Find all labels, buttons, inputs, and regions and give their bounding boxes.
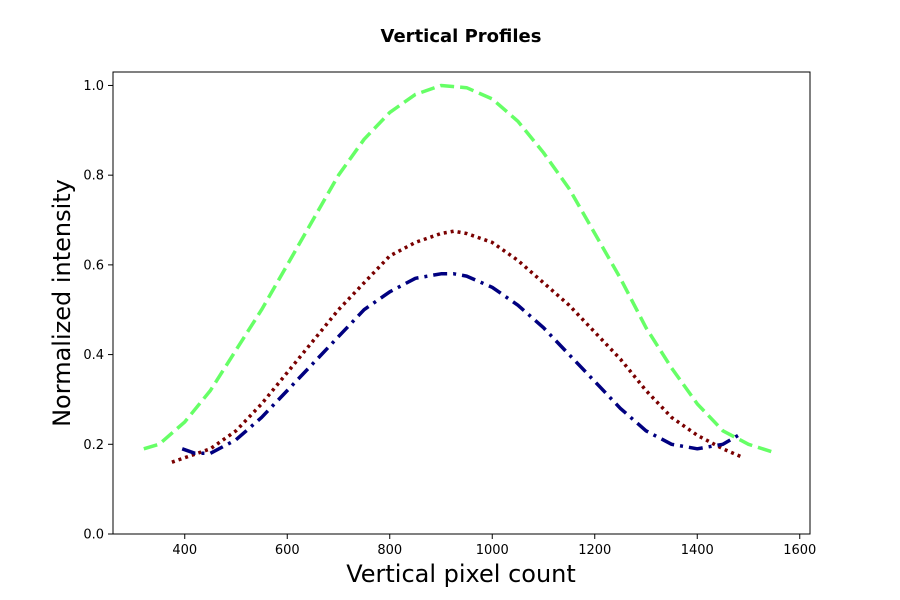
plot-area <box>143 83 778 464</box>
x-tick-label: 1000 <box>476 543 509 558</box>
y-tick-label: 0.6 <box>83 258 104 273</box>
x-tick-label: 800 <box>377 543 402 558</box>
axes-frame <box>112 71 811 535</box>
y-tick-label: 0.8 <box>83 169 104 184</box>
series-line-3 <box>181 272 740 456</box>
chart-title: Vertical Profiles <box>381 26 542 47</box>
x-tick-label: 1200 <box>578 543 611 558</box>
x-axis-label: Vertical pixel count <box>346 560 576 588</box>
y-tick-label: 0.2 <box>83 438 104 453</box>
y-tick-label: 0.0 <box>83 528 104 543</box>
series-line-1 <box>143 83 778 455</box>
y-tick-label: 0.4 <box>83 348 104 363</box>
y-tick-label: 1.0 <box>83 79 104 94</box>
axis-ticks: 400 600 800 1000 1200 1400 1600 0.0 0.2 0.4 0.6 0.8… <box>83 79 816 558</box>
x-tick-label: 1400 <box>681 543 714 558</box>
x-tick-label: 400 <box>172 543 197 558</box>
x-tick-label: 1600 <box>783 543 816 558</box>
y-axis-label: Normalized intensity <box>48 179 76 427</box>
x-tick-label: 600 <box>275 543 300 558</box>
